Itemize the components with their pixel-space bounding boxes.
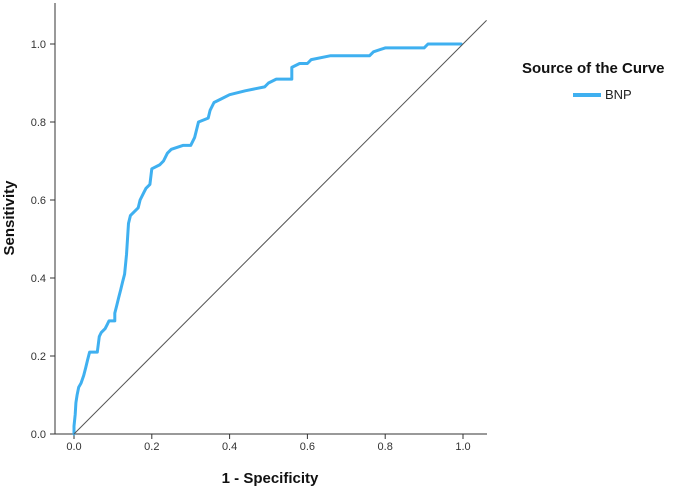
y-tick-label: 1.0: [31, 39, 46, 51]
y-axis-ticks: 0.0 0.2 0.4 0.6 0.8 1.0: [31, 39, 55, 441]
y-tick-label: 0.4: [31, 273, 46, 285]
x-tick-label: 0.0: [66, 441, 81, 453]
y-tick-label: 0.8: [31, 117, 46, 129]
y-tick-label: 0.0: [31, 429, 46, 441]
y-axis-title: Sensitivity: [1, 180, 18, 256]
plot-area: [72, 20, 487, 436]
x-tick-label: 0.2: [144, 441, 159, 453]
y-tick-label: 0.6: [31, 195, 46, 207]
x-tick-label: 1.0: [455, 441, 470, 453]
reference-diagonal-line: [73, 20, 487, 435]
legend-title: Source of the Curve: [522, 60, 665, 77]
roc-curve-bnp: [72, 42, 463, 436]
x-tick-label: 0.8: [378, 441, 393, 453]
legend-label-bnp: BNP: [605, 87, 632, 102]
legend: Source of the Curve BNP: [522, 60, 665, 102]
x-tick-label: 0.4: [222, 441, 237, 453]
y-tick-label: 0.2: [31, 351, 46, 363]
x-axis-title: 1 - Specificity: [222, 470, 319, 487]
x-tick-label: 0.6: [300, 441, 315, 453]
